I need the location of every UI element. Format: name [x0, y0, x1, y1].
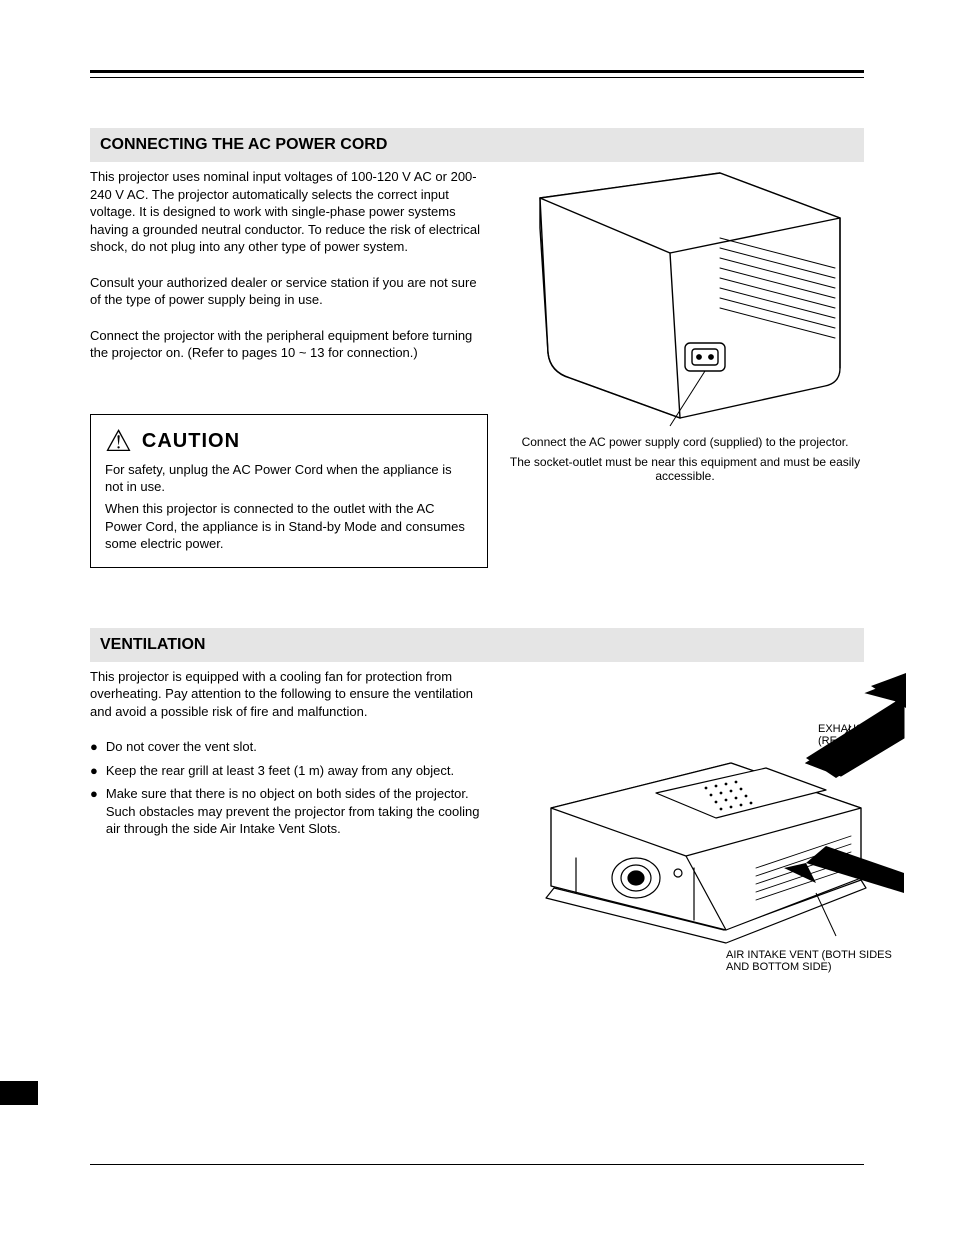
ventilation-bullet-3: Make sure that there is no object on bot…: [106, 785, 488, 838]
top-page-rule: [90, 70, 864, 78]
ventilation-bullet-1: Do not cover the vent slot.: [106, 738, 257, 756]
ac-power-paragraph-2: Consult your authorized dealer or servic…: [90, 274, 488, 309]
section-title-ac-power: CONNECTING THE AC POWER CORD: [90, 128, 864, 162]
warning-triangle-icon: ⚠: [105, 427, 132, 457]
ventilation-image-column: EXHAUST VENT (REAR SIDE) AIR INTAKE VENT…: [506, 668, 906, 961]
ac-inlet-caption: Connect the AC power supply cord (suppli…: [506, 435, 864, 449]
ac-power-paragraph-1: This projector uses nominal input voltag…: [90, 168, 488, 256]
caution-label: CAUTION: [142, 428, 240, 455]
intake-vent-label: AIR INTAKE VENT (BOTH SIDES AND BOTTOM S…: [726, 949, 896, 973]
bullet-dot-icon: ●: [90, 762, 98, 780]
caution-box: ⚠ CAUTION For safety, unplug the AC Powe…: [90, 414, 488, 568]
ac-inlet-socket-note: The socket-outlet must be near this equi…: [506, 455, 864, 483]
ventilation-intro: This projector is equipped with a coolin…: [90, 668, 488, 721]
caution-text-2: When this projector is connected to the …: [105, 500, 473, 553]
bullet-dot-icon: ●: [90, 785, 98, 838]
ac-power-paragraph-3: Connect the projector with the periphera…: [90, 327, 488, 362]
ac-power-text-column: This projector uses nominal input voltag…: [90, 168, 488, 568]
projector-ventilation-illustration: [506, 668, 906, 961]
bottom-page-rule: [90, 1164, 864, 1165]
caution-text-1: For safety, unplug the AC Power Cord whe…: [105, 461, 473, 496]
exhaust-vent-label: EXHAUST VENT (REAR SIDE): [818, 723, 908, 747]
section-title-text: CONNECTING THE AC POWER CORD: [100, 136, 387, 154]
ac-power-image-column: Connect the AC power supply cord (suppli…: [506, 168, 864, 568]
section-title-ventilation: VENTILATION: [90, 628, 864, 662]
ventilation-text-column: This projector is equipped with a coolin…: [90, 668, 488, 961]
projector-ac-inlet-illustration: [520, 168, 850, 431]
bullet-dot-icon: ●: [90, 738, 98, 756]
ventilation-bullet-2: Keep the rear grill at least 3 feet (1 m…: [106, 762, 454, 780]
page-edge-tab-icon: [0, 1081, 38, 1105]
section-title-text-2: VENTILATION: [100, 636, 205, 654]
